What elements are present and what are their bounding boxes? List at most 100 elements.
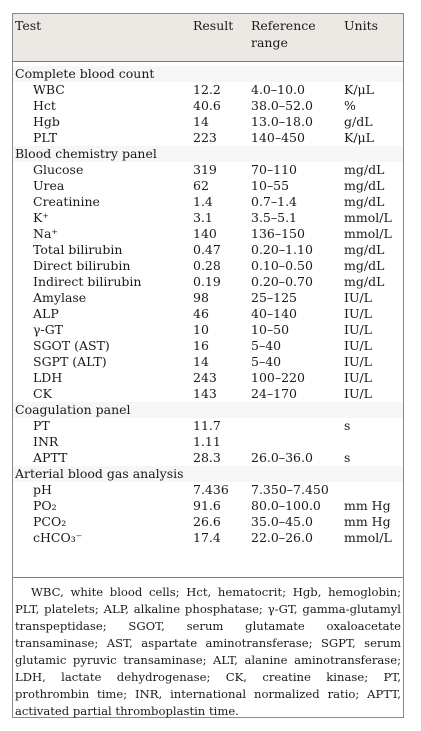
test-name-cell: Hct bbox=[33, 98, 56, 113]
units-cell: g/dL bbox=[344, 114, 373, 129]
test-name-cell: LDH bbox=[33, 370, 63, 385]
units-cell: mmol/L bbox=[344, 530, 392, 545]
table-row: PT 11.7 s bbox=[13, 418, 403, 434]
table-row: SGOT (AST) 16 5–40 IU/L bbox=[13, 338, 403, 354]
reference-range-cell: 0.20–1.10 bbox=[251, 242, 313, 257]
reference-range-cell: 22.0–26.0 bbox=[251, 530, 313, 545]
section-title: Coagulation panel bbox=[15, 402, 131, 417]
reference-range-cell: 5–40 bbox=[251, 338, 282, 353]
reference-range-cell: 0.10–0.50 bbox=[251, 258, 313, 273]
reference-range-cell: 136–150 bbox=[251, 226, 305, 241]
reference-range-cell: 10–50 bbox=[251, 322, 290, 337]
test-name-cell: SGOT (AST) bbox=[33, 338, 110, 353]
test-name-cell: K⁺ bbox=[33, 210, 49, 225]
section-title: Complete blood count bbox=[15, 66, 155, 81]
test-name-cell: cHCO₃⁻ bbox=[33, 530, 83, 545]
result-cell: 14 bbox=[193, 114, 209, 129]
header-result: Result bbox=[193, 18, 234, 33]
test-name-cell: Amylase bbox=[33, 290, 87, 305]
units-cell: IU/L bbox=[344, 290, 372, 305]
units-cell: mm Hg bbox=[344, 514, 391, 529]
result-cell: 17.4 bbox=[193, 530, 221, 545]
test-name-cell: PLT bbox=[33, 130, 58, 145]
table-row: Direct bilirubin 0.28 0.10–0.50 mg/dL bbox=[13, 258, 403, 274]
result-cell: 16 bbox=[193, 338, 209, 353]
result-cell: 7.436 bbox=[193, 482, 229, 497]
table-row: APTT 28.3 26.0–36.0 s bbox=[13, 450, 403, 466]
reference-range-cell: 35.0–45.0 bbox=[251, 514, 313, 529]
test-name-cell: INR bbox=[33, 434, 59, 449]
result-cell: 14 bbox=[193, 354, 209, 369]
units-cell: mmol/L bbox=[344, 210, 392, 225]
table-row: ALP 46 40–140 IU/L bbox=[13, 306, 403, 322]
test-name-cell: Direct bilirubin bbox=[33, 258, 131, 273]
result-cell: 10 bbox=[193, 322, 209, 337]
header-units: Units bbox=[344, 18, 379, 33]
table-row: Urea 62 10–55 mg/dL bbox=[13, 178, 403, 194]
result-cell: 1.4 bbox=[193, 194, 213, 209]
result-cell: 0.19 bbox=[193, 274, 221, 289]
test-name-cell: Urea bbox=[33, 178, 65, 193]
table-row: Na⁺ 140 136–150 mmol/L bbox=[13, 226, 403, 242]
section-header-row: Arterial blood gas analysis bbox=[13, 466, 403, 482]
table-row: γ-GT 10 10–50 IU/L bbox=[13, 322, 403, 338]
units-cell: mg/dL bbox=[344, 258, 385, 273]
result-cell: 98 bbox=[193, 290, 209, 305]
section-title: Arterial blood gas analysis bbox=[15, 466, 184, 481]
result-cell: 46 bbox=[193, 306, 209, 321]
table-row: K⁺ 3.1 3.5–5.1 mmol/L bbox=[13, 210, 403, 226]
reference-range-cell: 80.0–100.0 bbox=[251, 498, 321, 513]
table-header: Test Result Reference range Units bbox=[13, 14, 403, 62]
table-row: Total bilirubin 0.47 0.20–1.10 mg/dL bbox=[13, 242, 403, 258]
result-cell: 243 bbox=[193, 370, 217, 385]
units-cell: IU/L bbox=[344, 322, 372, 337]
units-cell: mm Hg bbox=[344, 498, 391, 513]
result-cell: 62 bbox=[193, 178, 209, 193]
units-cell: K/μL bbox=[344, 82, 374, 97]
result-cell: 1.11 bbox=[193, 434, 221, 449]
reference-range-cell: 25–125 bbox=[251, 290, 298, 305]
test-name-cell: Hgb bbox=[33, 114, 60, 129]
test-name-cell: PT bbox=[33, 418, 50, 433]
reference-range-cell: 7.350–7.450 bbox=[251, 482, 329, 497]
reference-range-cell: 70–110 bbox=[251, 162, 298, 177]
reference-range-cell: 3.5–5.1 bbox=[251, 210, 298, 225]
table-bottom-rule bbox=[13, 577, 403, 578]
result-cell: 0.28 bbox=[193, 258, 221, 273]
units-cell: K/μL bbox=[344, 130, 374, 145]
reference-range-cell: 26.0–36.0 bbox=[251, 450, 313, 465]
reference-range-cell: 4.0–10.0 bbox=[251, 82, 305, 97]
table-row: Indirect bilirubin 0.19 0.20–0.70 mg/dL bbox=[13, 274, 403, 290]
result-cell: 28.3 bbox=[193, 450, 221, 465]
table-row: INR 1.11 bbox=[13, 434, 403, 450]
table-row: LDH 243 100–220 IU/L bbox=[13, 370, 403, 386]
test-name-cell: SGPT (ALT) bbox=[33, 354, 107, 369]
section-header-row: Coagulation panel bbox=[13, 402, 403, 418]
test-name-cell: Creatinine bbox=[33, 194, 100, 209]
footnote-text: WBC, white blood cells; Hct, hematocrit;… bbox=[15, 585, 401, 718]
result-cell: 40.6 bbox=[193, 98, 221, 113]
test-name-cell: Total bilirubin bbox=[33, 242, 123, 257]
table-row: PCO₂ 26.6 35.0–45.0 mm Hg bbox=[13, 514, 403, 530]
test-name-cell: Na⁺ bbox=[33, 226, 58, 241]
reference-range-cell: 10–55 bbox=[251, 178, 290, 193]
table-row: Amylase 98 25–125 IU/L bbox=[13, 290, 403, 306]
result-cell: 143 bbox=[193, 386, 217, 401]
header-reference-range: Reference range bbox=[251, 18, 316, 50]
result-cell: 319 bbox=[193, 162, 217, 177]
units-cell: mg/dL bbox=[344, 162, 385, 177]
reference-range-cell: 100–220 bbox=[251, 370, 305, 385]
result-cell: 91.6 bbox=[193, 498, 221, 513]
table-row: Glucose 319 70–110 mg/dL bbox=[13, 162, 403, 178]
test-name-cell: Glucose bbox=[33, 162, 84, 177]
test-name-cell: Indirect bilirubin bbox=[33, 274, 142, 289]
units-cell: mg/dL bbox=[344, 274, 385, 289]
header-test: Test bbox=[15, 18, 42, 33]
units-cell: mg/dL bbox=[344, 178, 385, 193]
table-row: PO₂ 91.6 80.0–100.0 mm Hg bbox=[13, 498, 403, 514]
table-row: PLT 223 140–450 K/μL bbox=[13, 130, 403, 146]
reference-range-cell: 140–450 bbox=[251, 130, 305, 145]
test-name-cell: APTT bbox=[33, 450, 68, 465]
table-row: WBC 12.2 4.0–10.0 K/μL bbox=[13, 82, 403, 98]
units-cell: s bbox=[344, 418, 351, 433]
